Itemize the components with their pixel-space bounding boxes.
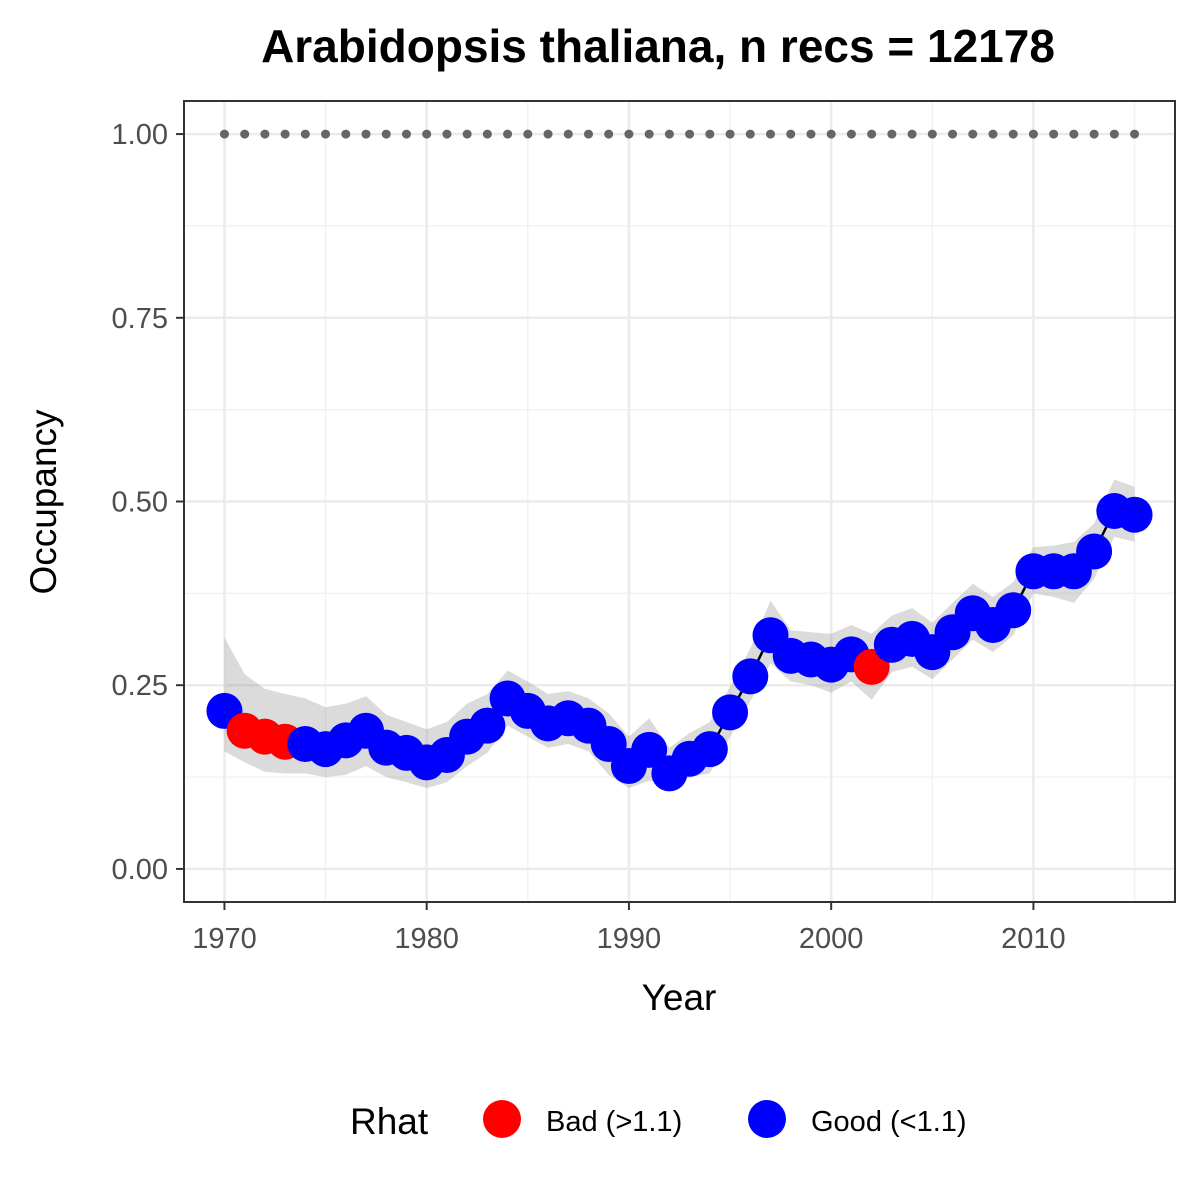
reference-dot <box>624 129 634 139</box>
x-tick-label: 1970 <box>192 923 257 955</box>
data-point-1991 <box>631 731 668 768</box>
reference-dot <box>927 129 937 139</box>
reference-dot <box>523 129 533 139</box>
legend-label-good: Good (<1.1) <box>811 1106 967 1138</box>
y-axis: 0.00 0.25 0.50 0.75 1.00 <box>112 119 184 886</box>
reference-dot <box>1049 129 1059 139</box>
chart-title: Arabidopsis thaliana, n recs = 12178 <box>261 20 1055 72</box>
reference-dot <box>664 129 674 139</box>
reference-dot <box>543 129 553 139</box>
x-tick-label: 2010 <box>1001 923 1066 955</box>
data-point-2009 <box>995 592 1032 629</box>
reference-dot <box>806 129 816 139</box>
reference-dot <box>240 129 250 139</box>
legend-label-bad: Bad (>1.1) <box>546 1106 682 1138</box>
y-tick-label: 0.75 <box>112 303 168 335</box>
data-point-2015 <box>1116 496 1153 533</box>
reference-dot <box>1109 129 1119 139</box>
reference-dot <box>462 129 472 139</box>
reference-dot <box>361 129 371 139</box>
reference-dot <box>563 129 573 139</box>
reference-dot <box>280 129 290 139</box>
y-tick-label: 0.00 <box>112 854 168 886</box>
y-tick-label: 0.25 <box>112 670 168 702</box>
reference-dot <box>604 129 614 139</box>
reference-dot <box>705 129 715 139</box>
reference-dot <box>341 129 351 139</box>
reference-dot <box>887 129 897 139</box>
legend: Rhat Bad (>1.1) Good (<1.1) <box>350 1100 967 1142</box>
y-tick-label: 1.00 <box>112 119 168 151</box>
reference-dot <box>300 129 310 139</box>
x-tick-label: 2000 <box>799 923 864 955</box>
reference-dot <box>1089 129 1099 139</box>
reference-dot <box>685 129 695 139</box>
reference-dot <box>482 129 492 139</box>
reference-line <box>219 129 1140 139</box>
reference-dot <box>321 129 331 139</box>
reference-dot <box>846 129 856 139</box>
data-point-1983 <box>469 707 506 744</box>
reference-dot <box>381 129 391 139</box>
data-points <box>206 493 1153 792</box>
data-point-2013 <box>1076 533 1113 570</box>
reference-dot <box>422 129 432 139</box>
reference-dot <box>786 129 796 139</box>
reference-dot <box>745 129 755 139</box>
reference-dot <box>907 129 917 139</box>
reference-dot <box>219 129 229 139</box>
reference-dot <box>988 129 998 139</box>
reference-dot <box>948 129 958 139</box>
reference-dot <box>442 129 452 139</box>
x-axis: 1970 1980 1990 2000 2010 <box>192 902 1066 955</box>
legend-key-bad <box>483 1100 521 1138</box>
legend-key-good <box>748 1100 786 1138</box>
y-tick-label: 0.50 <box>112 487 168 519</box>
plot-area <box>183 100 1176 903</box>
reference-dot <box>766 129 776 139</box>
x-tick-label: 1990 <box>597 923 662 955</box>
reference-dot <box>826 129 836 139</box>
reference-dot <box>644 129 654 139</box>
reference-dot <box>503 129 513 139</box>
reference-dot <box>1028 129 1038 139</box>
reference-dot <box>1008 129 1018 139</box>
reference-dot <box>260 129 270 139</box>
reference-dot <box>968 129 978 139</box>
reference-dot <box>401 129 411 139</box>
y-axis-title: Occupancy <box>23 409 64 595</box>
reference-dot <box>725 129 735 139</box>
data-point-1996 <box>732 658 769 695</box>
reference-dot <box>583 129 593 139</box>
reference-dot <box>1069 129 1079 139</box>
x-axis-title: Year <box>642 977 717 1018</box>
reference-dot <box>867 129 877 139</box>
reference-dot <box>1130 129 1140 139</box>
legend-title: Rhat <box>350 1101 429 1142</box>
x-tick-label: 1980 <box>394 923 459 955</box>
data-point-1995 <box>712 694 749 731</box>
data-point-1994 <box>691 731 728 768</box>
